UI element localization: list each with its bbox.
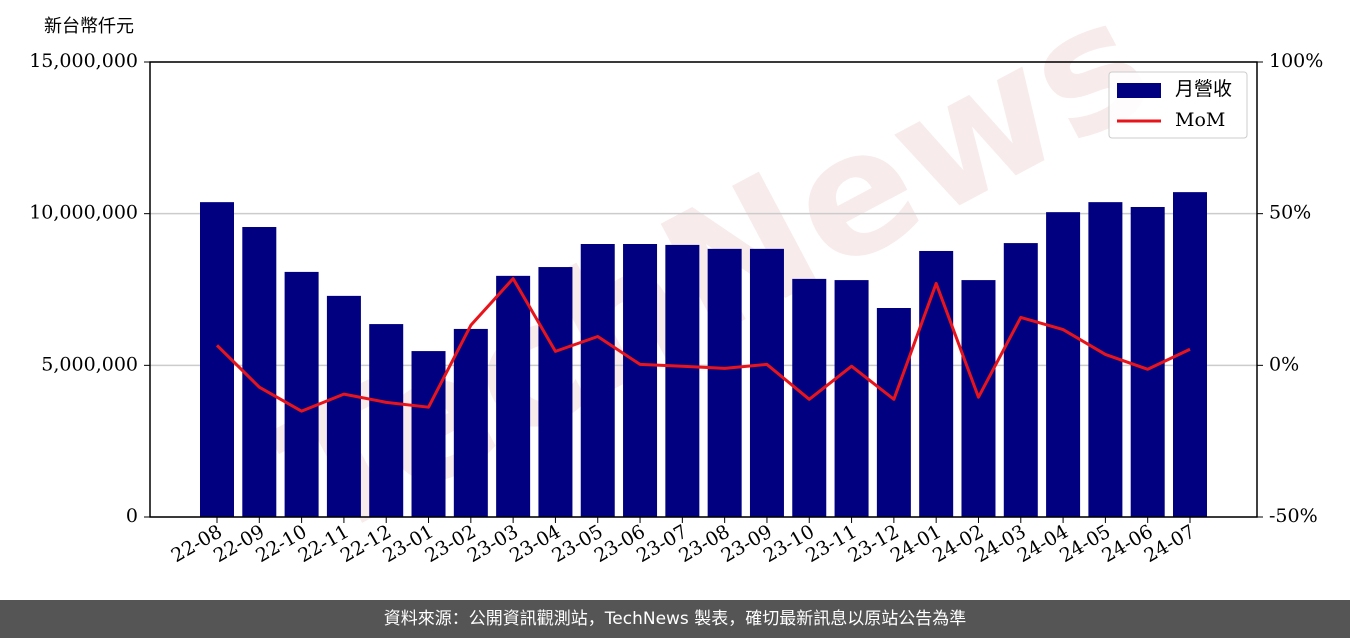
bar — [1003, 243, 1038, 517]
chart: TechNews 新台幣仟元 05,000,00010,000,00015,00… — [29, 0, 1323, 579]
legend-label: MoM — [1175, 109, 1225, 131]
bar — [242, 227, 277, 517]
bar — [665, 244, 700, 517]
y2-tick-label: -50% — [1269, 505, 1318, 527]
bar — [707, 248, 742, 517]
y-tick-label: 15,000,000 — [29, 50, 138, 72]
bar — [749, 248, 784, 517]
y-tick-label: 5,000,000 — [41, 353, 138, 375]
bar — [284, 271, 319, 517]
plot-frame — [149, 61, 1258, 518]
bar — [623, 244, 658, 517]
y-axis-label: 新台幣仟元 — [44, 16, 134, 37]
bar — [496, 275, 531, 517]
bar — [1046, 212, 1081, 517]
y2-tick-label: 50% — [1269, 202, 1311, 224]
bar — [326, 295, 361, 517]
bar — [834, 280, 869, 517]
y-tick-label: 10,000,000 — [29, 202, 138, 224]
bar — [369, 324, 404, 517]
footer: 資料來源：公開資訊觀測站，TechNews 製表，確切最新訊息以原站公告為準 — [0, 600, 1350, 638]
bar — [411, 351, 446, 517]
bar — [200, 202, 234, 517]
bar — [580, 244, 615, 517]
legend-label: 月營收 — [1175, 78, 1232, 100]
bar — [1130, 206, 1165, 517]
line — [215, 277, 1191, 413]
bar — [538, 267, 573, 517]
bar — [876, 308, 911, 517]
y-tick-label: 0 — [126, 505, 138, 527]
legend-swatch — [1117, 83, 1161, 98]
bar — [453, 328, 488, 517]
y2-tick-label: 100% — [1269, 50, 1323, 72]
bar — [919, 250, 954, 517]
y2-tick-label: 0% — [1269, 353, 1299, 375]
